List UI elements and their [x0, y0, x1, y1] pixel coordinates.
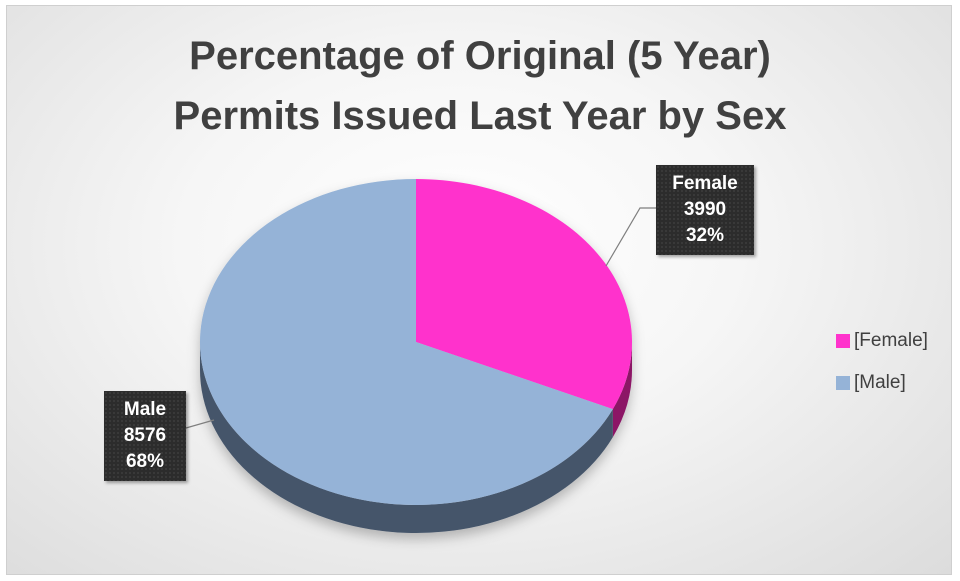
legend-item-female[interactable]: [Female]: [836, 327, 928, 355]
data-label-male-percent: 68%: [125, 451, 165, 472]
chart-title-line-2: Permits Issued Last Year by Sex: [173, 94, 787, 138]
data-label-female-value: 3990: [683, 199, 727, 220]
leader-line-female: [605, 207, 656, 267]
chart-legend: [Female] [Male]: [836, 327, 928, 411]
legend-label-male: [Male]: [854, 372, 906, 393]
data-label-male-category: Male: [123, 399, 167, 420]
data-label-female: Female 3990 32%: [656, 165, 754, 255]
pie-slice-male[interactable]: [199, 179, 613, 506]
pie-slice-female[interactable]: [416, 179, 632, 410]
data-label-female-category: Female: [672, 173, 738, 194]
legend-item-male[interactable]: [Male]: [836, 369, 928, 397]
legend-swatch-male: [836, 376, 850, 390]
legend-label-female: [Female]: [854, 330, 928, 351]
data-label-male-value: 8576: [123, 425, 167, 446]
chart-title-line-1: Percentage of Original (5 Year): [189, 34, 771, 78]
data-label-female-percent: 32%: [685, 225, 725, 246]
legend-swatch-female: [836, 334, 850, 348]
pie-side-male: [200, 342, 613, 533]
data-label-male: Male 8576 68%: [104, 391, 186, 481]
pie-side-female: [612, 342, 632, 438]
